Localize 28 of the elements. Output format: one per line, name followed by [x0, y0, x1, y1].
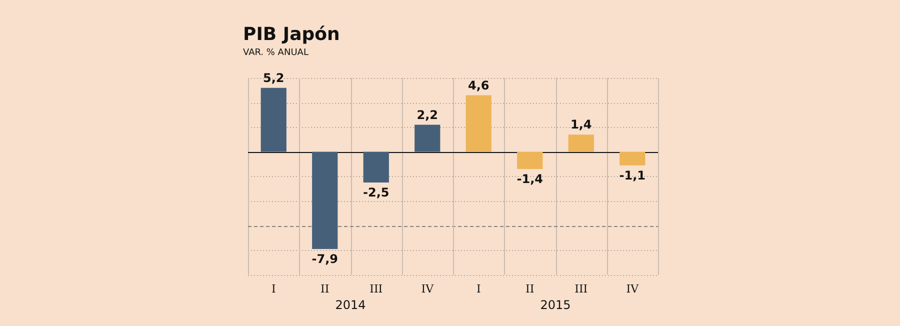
x-tick-label: III — [574, 282, 588, 296]
chart-subtitle: VAR. % ANUAL — [243, 48, 308, 58]
data-label: -7,9 — [312, 252, 338, 266]
bar — [568, 134, 594, 152]
data-label: -2,5 — [363, 186, 390, 200]
bar — [363, 152, 389, 183]
x-tick-label: II — [320, 282, 330, 296]
x-tick-label: II — [526, 282, 534, 296]
x-tick-label: IV — [626, 282, 640, 296]
data-label: -1,4 — [516, 172, 543, 186]
x-tick-label: I — [271, 282, 276, 296]
bar — [466, 95, 492, 152]
x-tick-label: I — [476, 282, 481, 296]
data-label: 4,6 — [468, 78, 490, 92]
bar — [517, 152, 543, 170]
chart-title: PIB Japón — [243, 24, 340, 45]
data-label: 2,2 — [416, 108, 438, 122]
x-tick-label: III — [370, 282, 383, 296]
data-label: -1,1 — [619, 168, 646, 182]
bar — [260, 88, 286, 152]
data-label: 5,2 — [262, 70, 284, 85]
x-tick-label: IV — [421, 282, 435, 296]
data-label: 1,4 — [570, 118, 592, 132]
bar — [414, 124, 440, 152]
bar — [312, 152, 338, 249]
bar — [620, 152, 646, 166]
text: 2015 — [540, 298, 571, 312]
text: 2014 — [335, 298, 366, 312]
